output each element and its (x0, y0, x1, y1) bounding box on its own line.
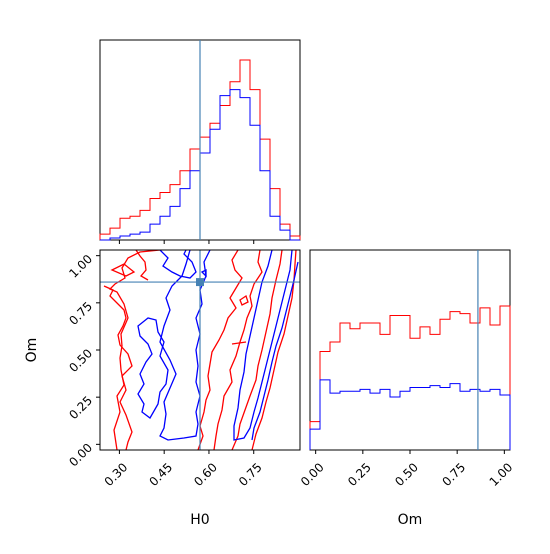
contour-y-ticks: 0.00 0.25 0.50 0.75 1.00 (66, 252, 100, 469)
x-axis-label-h0: H0 (190, 512, 209, 528)
h0-x-tick-label: 0.60 (191, 460, 220, 489)
contour-b-left (159, 250, 197, 279)
contour-a-right-outer (197, 250, 243, 450)
contour-a-right-inner (231, 250, 283, 450)
contour-b-tiny (200, 268, 207, 278)
contour-a-outer-left (108, 250, 161, 450)
om-x-tick-label: 1.00 (487, 460, 516, 489)
om-x-tick-label: 0.75 (439, 460, 468, 489)
om-y-tick-label: 0.50 (66, 346, 95, 375)
om-y-tick-label: 0.00 (66, 441, 95, 470)
contour-b-right-inner (251, 261, 299, 441)
y-axis-label-om: Om (24, 338, 40, 363)
contour-b-mid (137, 317, 169, 419)
hist-om-x-ticks: 0.00 0.25 0.50 0.75 1.00 (298, 450, 515, 489)
om-x-tick-label: 0.25 (345, 460, 374, 489)
hist-om-series-a (309, 305, 511, 450)
contour-a-outer-left-lower (103, 285, 133, 450)
hist-om-frame (309, 249, 511, 451)
hist-h0-tick-marks (118, 240, 255, 244)
contour-b-central (159, 250, 211, 441)
hist-h0-panel (99, 39, 301, 244)
contour-panel: 0.30 0.45 0.60 0.75 0.00 0.25 0.50 0.75 1.00 (66, 249, 301, 489)
h0-x-tick-label: 0.30 (102, 460, 131, 489)
contour-x-ticks: 0.30 0.45 0.60 0.75 (102, 450, 265, 489)
h0-x-tick-label: 0.75 (236, 460, 265, 489)
hist-om-panel: 0.00 0.25 0.50 0.75 1.00 (298, 249, 515, 489)
om-x-tick-label: 0.00 (298, 460, 327, 489)
contours-series-a (103, 250, 297, 450)
om-y-tick-label: 0.75 (66, 299, 95, 328)
contour-a-top-left (135, 250, 149, 281)
contour-a-right-mid (213, 250, 263, 450)
hist-om-series-b (309, 379, 511, 450)
om-x-tick-label: 0.50 (392, 460, 421, 489)
contour-a-blob-small (239, 294, 249, 306)
contour-a-right-edge (251, 250, 297, 450)
x-axis-label-om: Om (398, 512, 423, 528)
contour-a-dash (231, 341, 247, 345)
contour-a-inner-left (110, 263, 136, 277)
om-y-tick-label: 0.25 (66, 393, 95, 422)
truth-point-marker (196, 278, 204, 287)
h0-x-tick-label: 0.45 (146, 460, 175, 489)
contour-b-right-outer (233, 250, 293, 441)
om-y-tick-label: 1.00 (66, 252, 95, 281)
contours-series-b (137, 250, 299, 441)
